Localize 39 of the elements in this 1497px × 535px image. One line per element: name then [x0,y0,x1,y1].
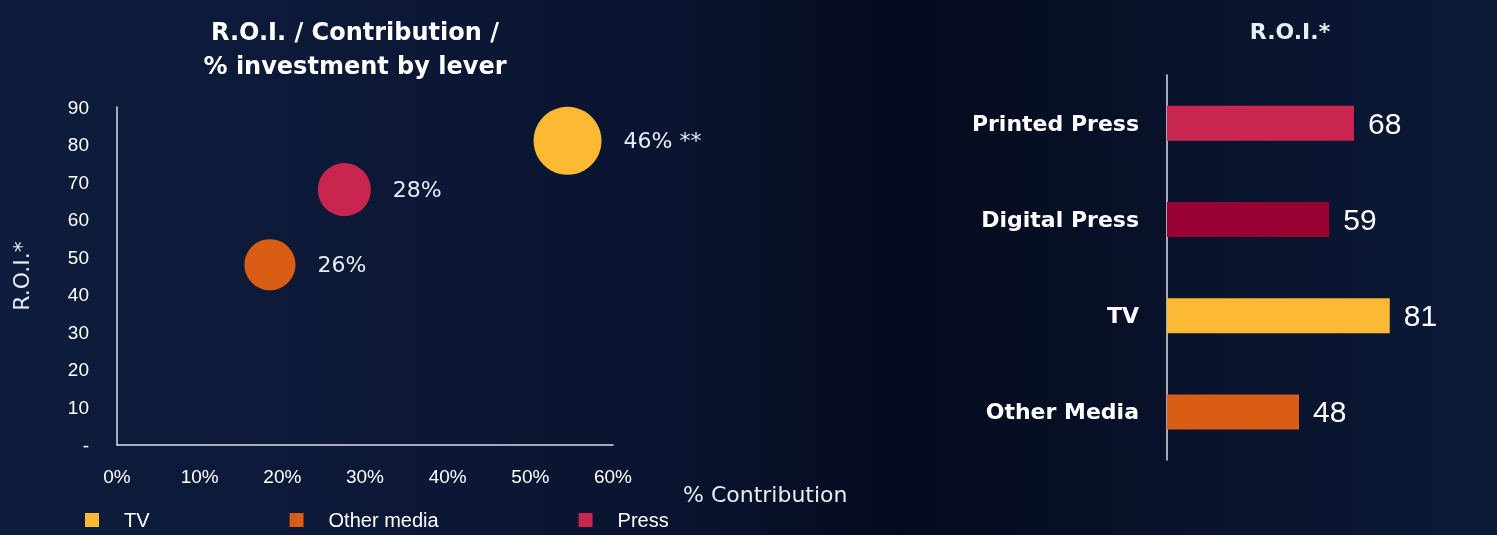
data-label: 26% [317,252,367,278]
x-tick-label: 40% [428,466,467,487]
bar [1167,394,1299,430]
y-tick-label: 50 [67,246,89,268]
legend-label: TV [124,509,151,531]
y-tick-label: 20 [67,359,89,381]
y-tick-label: 10 [67,396,89,418]
y-tick-label: 80 [67,134,89,156]
x-axis-title: % Contribution [683,481,848,507]
data-label: 46% ** [623,128,702,154]
x-tick-label: 20% [263,466,302,487]
chart-title: R.O.I.* [1249,18,1331,44]
chart-title: R.O.I. / Contribution / % investment by lever [203,18,507,80]
bar [1167,105,1354,141]
x-tick-label: 50% [511,466,550,487]
y-tick-label: 70 [67,171,89,193]
y-tick-label: Other Media [985,399,1139,425]
legend-label: Other media [328,509,440,531]
x-tick-label: 30% [345,466,385,487]
x-tick-label: 10% [180,466,219,487]
y-tick-label: 60 [67,209,89,231]
y-tick-label: Printed Press [971,110,1139,136]
y-tick-label: 40 [67,284,89,306]
data-label: 59 [1343,202,1377,236]
y-tick-label: Digital Press [981,206,1139,232]
x-tick-label: 60% [593,466,633,487]
data-label: 68 [1368,106,1402,140]
bar [1167,298,1390,334]
bar [1167,201,1330,237]
data-label: 81 [1403,299,1438,333]
y-tick-label: - [82,434,89,456]
y-tick-label: 90 [67,96,89,118]
y-tick-label: 30 [67,321,89,343]
x-tick-label: 0% [103,466,131,487]
y-axis-title: R.O.I.* [8,241,34,311]
legend-label: Press [617,509,669,531]
data-label: 48 [1313,395,1347,429]
y-tick-label: TV [1106,303,1139,329]
data-label: 28% [392,177,442,203]
